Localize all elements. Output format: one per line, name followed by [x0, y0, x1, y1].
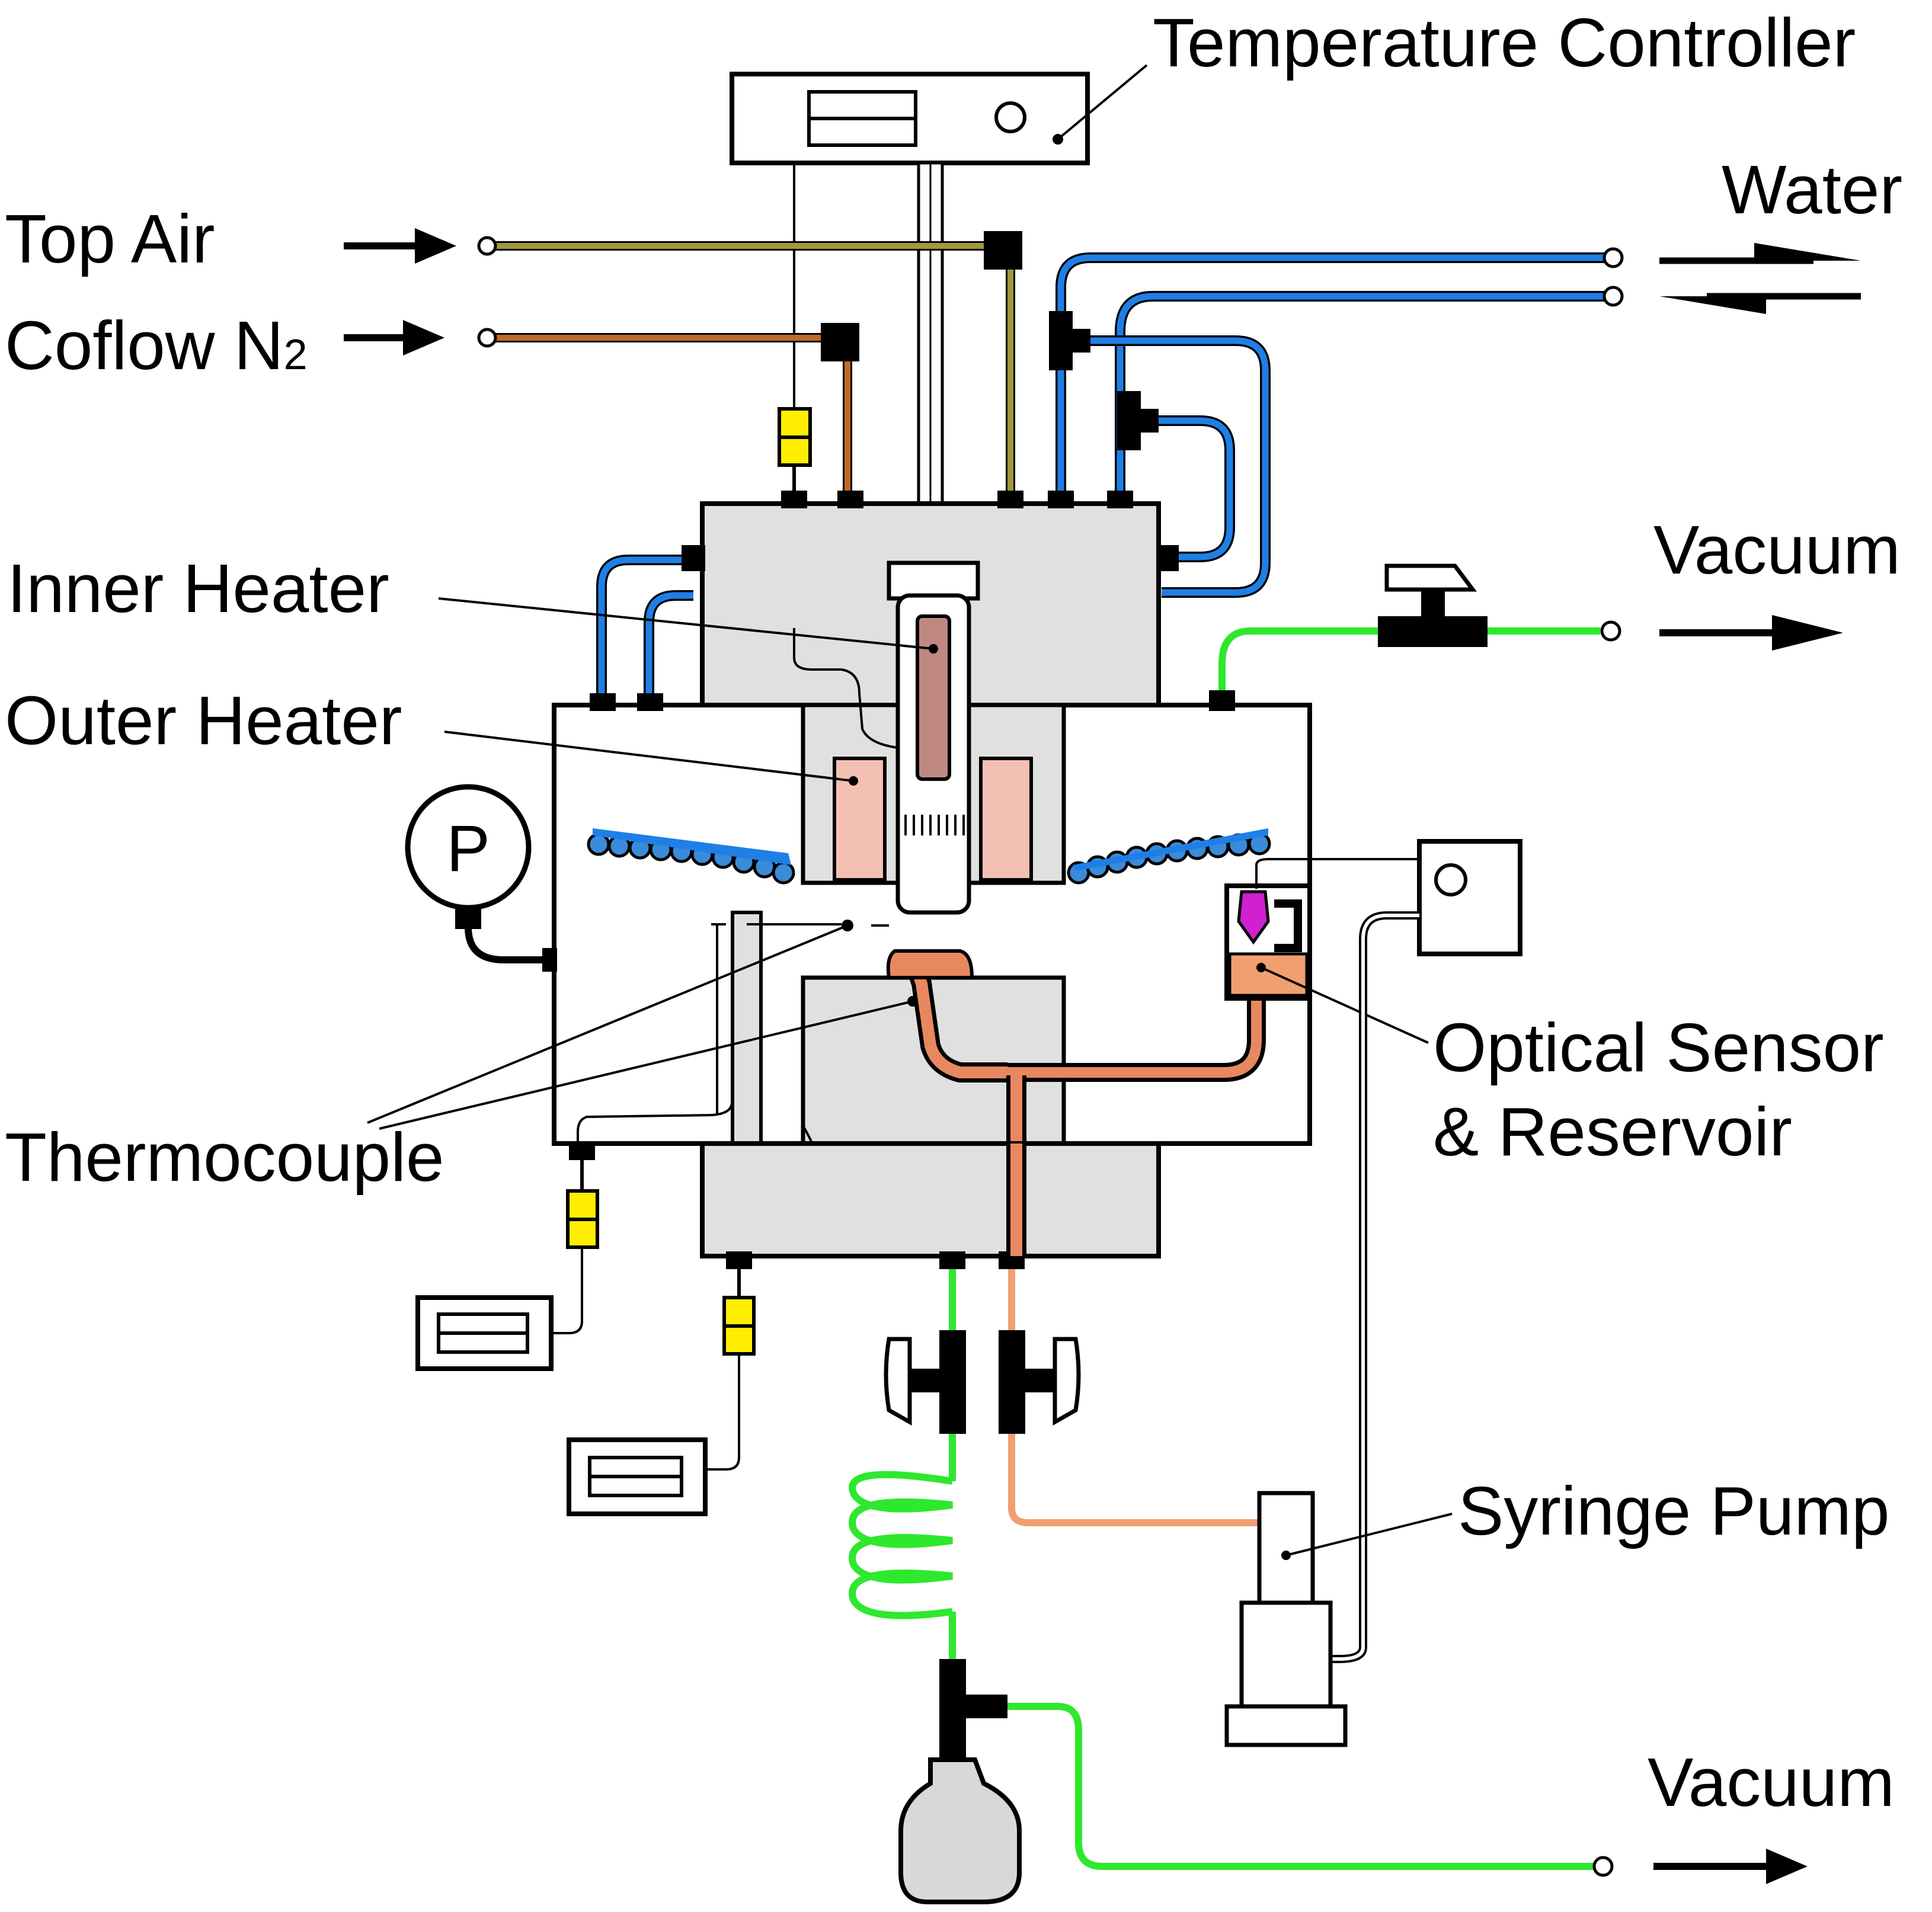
leader-lines — [367, 597, 934, 1130]
top-vacuum-line — [1209, 563, 1843, 708]
label-inner-heater: Inner Heater — [7, 550, 389, 627]
syringe-feed-line — [1008, 1434, 1259, 1526]
vacuum-coil — [849, 1434, 956, 1659]
cooling-coil-fill — [593, 828, 1268, 871]
label-coflow-text: Coflow N — [5, 307, 284, 384]
label-outer-heater: Outer Heater — [5, 682, 402, 759]
optical-sensor-reservoir — [1224, 858, 1429, 1044]
inlet-arrows — [344, 228, 456, 356]
thermocouple-probe — [711, 911, 889, 1145]
label-vacuum-bottom: Vacuum — [1648, 1744, 1895, 1821]
label-temperature-controller: Temperature Controller — [1153, 4, 1856, 81]
sensor-readout-box — [1330, 839, 1522, 1663]
label-syringe-pump: Syringe Pump — [1458, 1472, 1890, 1549]
temperature-controller — [730, 64, 1148, 165]
lower-housing — [569, 1141, 1161, 1269]
label-thermocouple: Thermocouple — [5, 1119, 444, 1196]
label-top-air: Top Air — [5, 200, 215, 277]
thermocouple-plug-top — [778, 407, 812, 498]
pressure-gauge — [405, 784, 557, 972]
inner-heater — [887, 561, 980, 915]
bottom-vacuum-tank — [898, 1659, 1808, 1904]
syringe-pump — [1224, 1491, 1453, 1747]
label-optical-sensor-line2: & Reservoir — [1433, 1093, 1792, 1170]
thermocouple-readout-1 — [415, 1160, 599, 1371]
label-coflow: Coflow N2 — [5, 311, 308, 380]
label-water: Water — [1722, 151, 1903, 228]
label-vacuum-top: Vacuum — [1653, 511, 1901, 588]
label-coflow-subscript: 2 — [283, 331, 308, 379]
water-fittings — [1049, 247, 1624, 450]
pressure-gauge-label: P — [446, 812, 490, 885]
thermocouple-readout-2 — [567, 1269, 756, 1516]
label-optical-sensor-reservoir: Optical Sensor & Reservoir — [1433, 1006, 1884, 1174]
water-arrows — [1659, 243, 1861, 314]
label-optical-sensor-line1: Optical Sensor — [1433, 1009, 1884, 1086]
bottom-valves — [884, 1269, 1081, 1434]
outer-heater — [833, 757, 1033, 882]
